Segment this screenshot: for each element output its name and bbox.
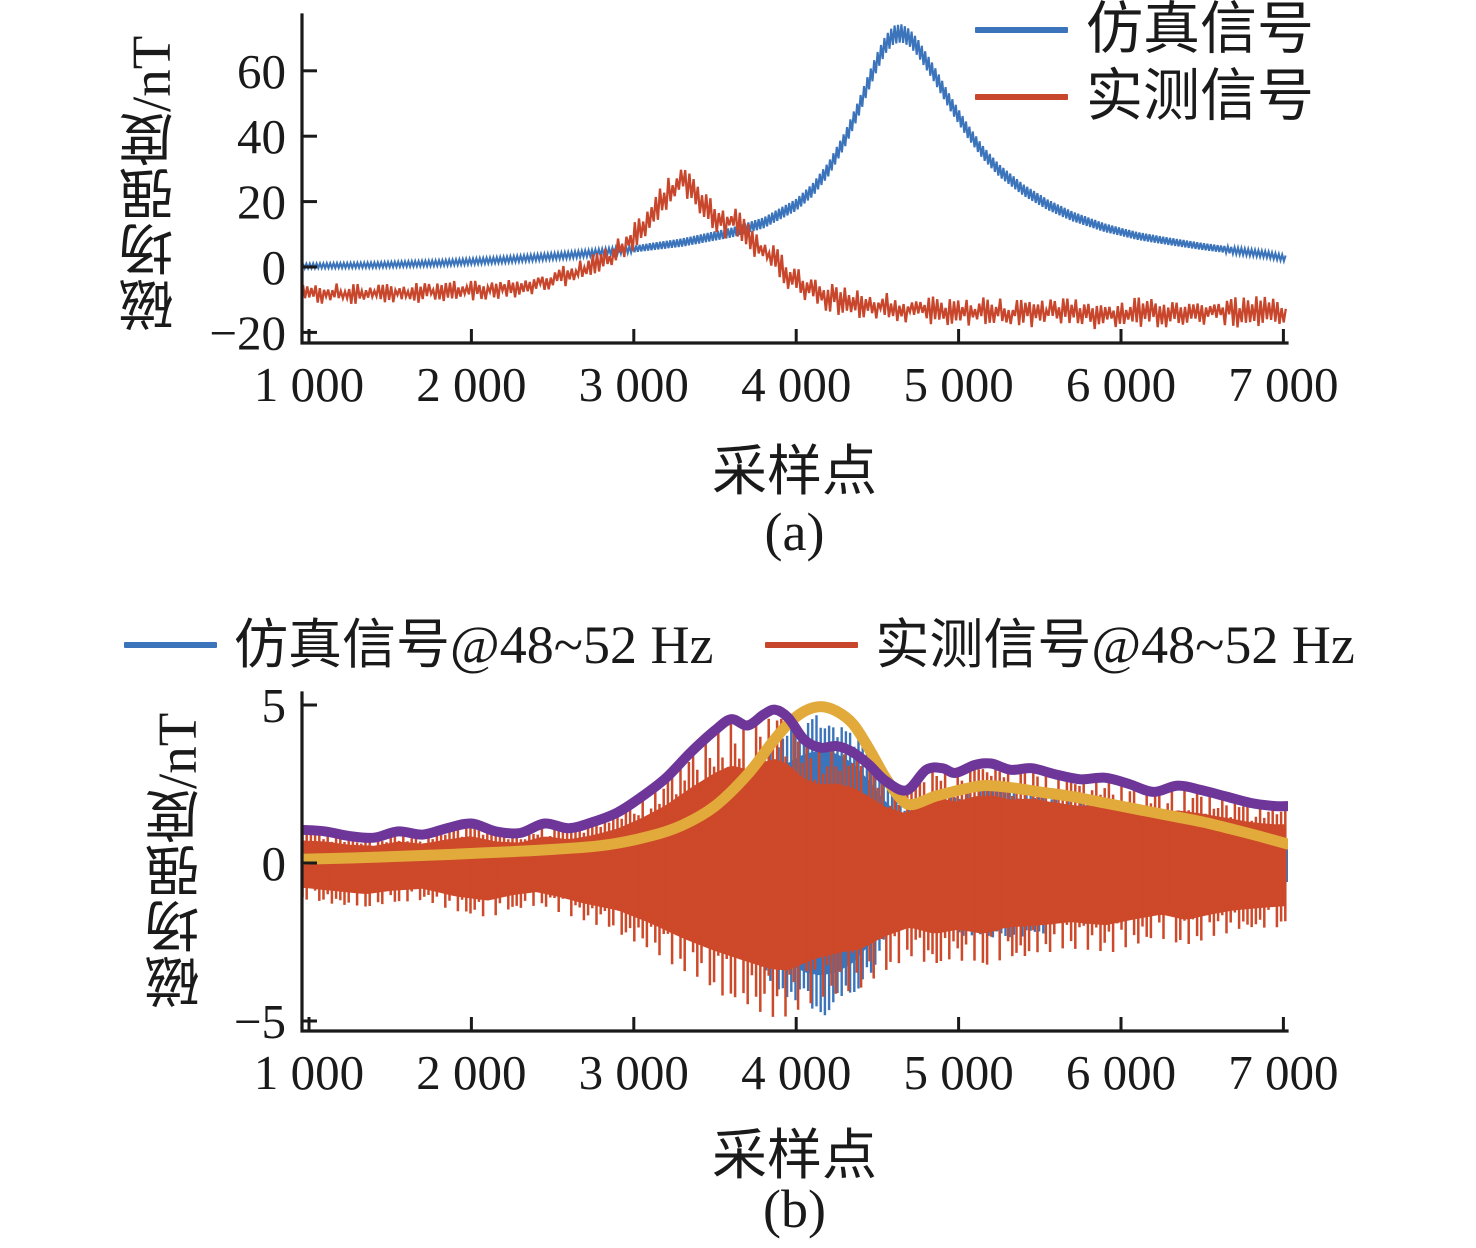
x-tick-label-a: 4 000 (741, 357, 851, 412)
y-tick-label-b: 0 (262, 836, 287, 891)
series-measured (302, 169, 1287, 330)
legend-b: 仿真信号@48~52 Hz 实测信号@48~52 Hz (124, 608, 1355, 682)
legend-label-simulated: 仿真信号 (1086, 0, 1314, 61)
x-axis-label-b: 采样点 (711, 1125, 877, 1186)
y-tick-label-a: 20 (237, 175, 286, 230)
caption-b: (b) (763, 1179, 826, 1239)
x-tick-label-b: 6 000 (1066, 1045, 1176, 1100)
x-tick-label-a: 5 000 (903, 357, 1013, 412)
x-tick-label-b: 1 000 (254, 1045, 364, 1100)
axes-b: 1 000 2 000 3 000 4 000 5 000 6 000 7 000 −5 0 5 (234, 678, 1339, 1100)
y-tick-label-a: 40 (237, 109, 286, 164)
x-tick-label-a: 7 000 (1228, 357, 1338, 412)
y-tick-label-b: 5 (262, 678, 287, 733)
series-measured-filtered (302, 718, 1287, 1017)
x-tick-label-b: 4 000 (741, 1045, 851, 1100)
x-axis-label-a: 采样点 (711, 441, 877, 502)
y-tick-label-a: −20 (209, 305, 286, 360)
legend-line-measured-filtered-icon (765, 642, 859, 648)
x-tick-label-a: 6 000 (1066, 357, 1176, 412)
legend-line-simulated-filtered-icon (124, 642, 217, 648)
y-tick-label-a: 0 (262, 240, 287, 295)
x-tick-label-a: 3 000 (579, 357, 689, 412)
legend-item-measured: 实测信号 (975, 63, 1314, 130)
y-axis-label-a: 磁场强度/nT (121, 35, 182, 333)
x-tick-label-b: 5 000 (903, 1045, 1013, 1100)
legend-line-simulated-icon (975, 26, 1068, 33)
legend-item-simulated: 仿真信号 (975, 0, 1314, 63)
y-tick-label-b: −5 (234, 994, 286, 1049)
x-tick-label-a: 1 000 (254, 357, 364, 412)
caption-a: (a) (764, 502, 825, 562)
x-tick-label-b: 3 000 (579, 1045, 689, 1100)
y-axis-label-b: 磁场强度/nT (147, 712, 208, 1009)
envelope-simulated (302, 701, 1288, 865)
x-tick-label-b: 2 000 (416, 1045, 526, 1100)
axes-a: 1 000 2 000 3 000 4 000 5 000 6 000 7 000 −20 0 2… (209, 13, 1339, 412)
y-tick-label-a: 60 (237, 44, 286, 99)
legend-label-simulated-filtered: 仿真信号@48~52 Hz (234, 615, 714, 675)
x-tick-label-b: 7 000 (1228, 1045, 1338, 1100)
legend-line-measured-icon (975, 93, 1068, 100)
series-simulated (302, 24, 1287, 272)
legend-label-measured-filtered: 实测信号@48~52 Hz (875, 615, 1355, 675)
x-tick-label-a: 2 000 (416, 357, 526, 412)
envelope-measured (302, 704, 1288, 843)
legend-label-measured: 实测信号 (1086, 65, 1314, 128)
legend-a: 仿真信号 实测信号 (975, 0, 1314, 130)
